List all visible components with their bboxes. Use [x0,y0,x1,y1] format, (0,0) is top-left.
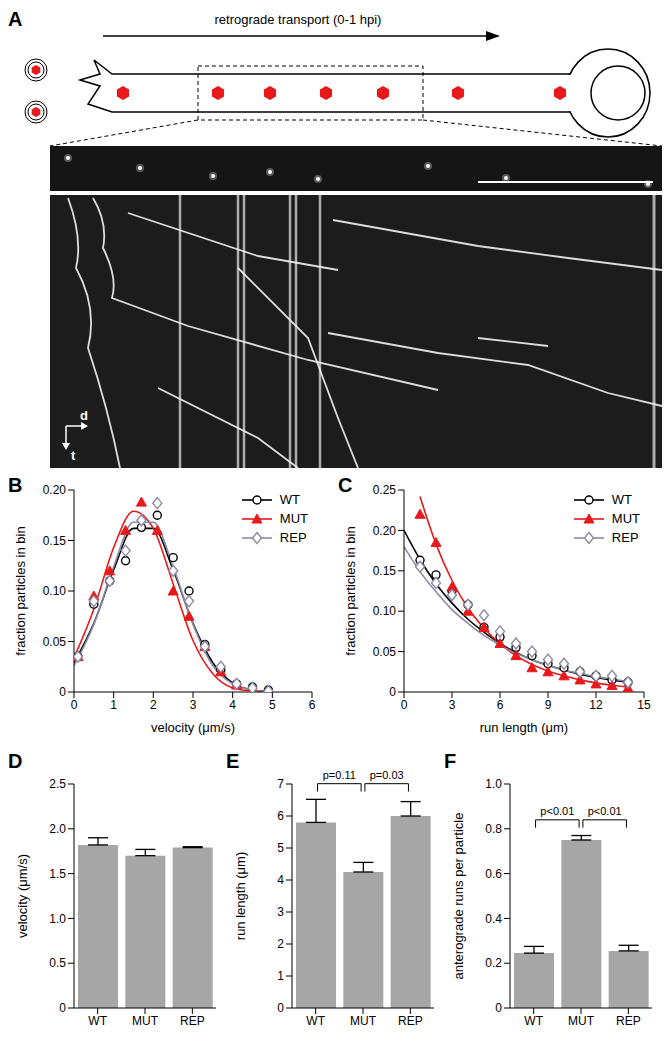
svg-text:1.5: 1.5 [49,867,66,881]
svg-text:3: 3 [449,698,456,712]
html-text:WT: WT [279,492,300,507]
svg-text:0.10: 0.10 [373,604,397,618]
svg-text:3: 3 [190,698,197,712]
svg-text:0: 0 [59,685,66,699]
html-text:WT: WT [611,492,632,507]
svg-text:2: 2 [150,698,157,712]
svg-text:0.25: 0.25 [373,483,397,497]
svg-text:0: 0 [495,1001,502,1015]
svg-text:9: 9 [545,698,552,712]
svg-text:0: 0 [71,698,78,712]
html-text:REP: REP [611,530,639,545]
svg-text:fraction particles in bin: fraction particles in bin [13,526,28,655]
svg-text:fraction particles in bin: fraction particles in bin [343,526,358,655]
svg-text:6: 6 [277,809,284,823]
svg-text:REP: REP [616,1014,641,1028]
svg-text:WT: WT [524,1014,543,1028]
svg-text:REP: REP [180,1014,205,1028]
html-text:C: C [338,474,353,496]
svg-text:5: 5 [277,841,284,855]
svg-text:0.10: 0.10 [43,584,67,598]
svg-text:WT: WT [306,1014,325,1028]
svg-text:2: 2 [277,937,284,951]
html-text:E: E [226,750,240,772]
svg-text:0.6: 0.6 [485,867,502,881]
svg-text:0: 0 [277,1001,284,1015]
svg-text:1: 1 [110,698,117,712]
svg-text:MUT: MUT [568,1014,595,1028]
svg-text:A: A [8,8,22,30]
svg-text:0: 0 [389,685,396,699]
html-text:REP: REP [279,530,307,545]
svg-text:anterograde runs per particle: anterograde runs per particle [451,813,466,980]
svg-text:0.05: 0.05 [373,645,397,659]
svg-text:0.15: 0.15 [43,534,67,548]
svg-text:run length (μm): run length (μm) [233,852,248,940]
svg-text:1.0: 1.0 [485,777,502,791]
svg-text:1.0: 1.0 [49,912,66,926]
svg-text:7: 7 [277,777,284,791]
svg-text:3: 3 [277,905,284,919]
svg-text:0: 0 [59,1001,66,1015]
svg-text:2.0: 2.0 [49,822,66,836]
svg-text:p<0.01: p<0.01 [540,805,574,817]
svg-text:REP: REP [398,1014,423,1028]
svg-text:0.20: 0.20 [43,483,67,497]
svg-text:p=0.03: p=0.03 [370,769,404,781]
svg-text:1: 1 [277,969,284,983]
svg-text:run length (μm): run length (μm) [480,720,568,735]
svg-text:0: 0 [401,698,408,712]
svg-text:velocity (μm/s): velocity (μm/s) [15,854,30,938]
svg-text:12: 12 [589,698,603,712]
svg-text:4: 4 [229,698,236,712]
svg-text:0.4: 0.4 [485,912,502,926]
svg-text:velocity (μm/s): velocity (μm/s) [151,720,235,735]
svg-text:6: 6 [309,698,316,712]
svg-text:0.05: 0.05 [43,635,67,649]
svg-text:0.20: 0.20 [373,524,397,538]
svg-text:MUT: MUT [350,1014,377,1028]
svg-text:0.15: 0.15 [373,564,397,578]
svg-text:5: 5 [269,698,276,712]
svg-text:0.5: 0.5 [49,956,66,970]
svg-text:0.8: 0.8 [485,822,502,836]
svg-text:WT: WT [88,1014,107,1028]
svg-text:p=0.11: p=0.11 [323,769,356,781]
html-text:MUT: MUT [611,511,640,526]
svg-text:t: t [71,448,76,463]
svg-text:6: 6 [497,698,504,712]
svg-text:2.5: 2.5 [49,777,66,791]
html-text:MUT: MUT [279,511,308,526]
html-text:D: D [8,750,23,772]
html-text:F: F [444,750,457,772]
svg-text:0.2: 0.2 [485,956,502,970]
html-text:B: B [8,474,23,496]
svg-text:15: 15 [637,698,651,712]
svg-text:MUT: MUT [132,1014,159,1028]
svg-text:p<0.01: p<0.01 [588,805,622,817]
svg-text:retrograde transport (0-1 hpi): retrograde transport (0-1 hpi) [215,12,382,27]
svg-text:d: d [80,408,88,423]
svg-text:4: 4 [277,873,284,887]
